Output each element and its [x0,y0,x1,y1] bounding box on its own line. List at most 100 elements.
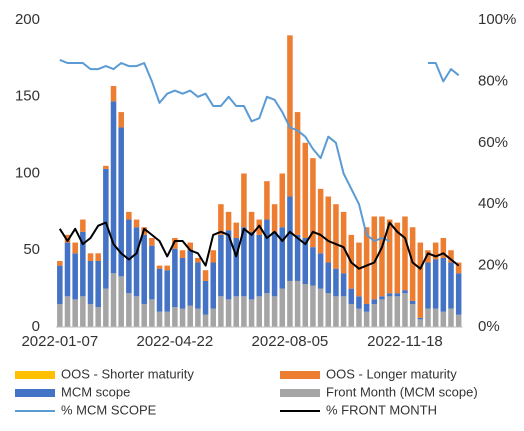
bar [340,273,347,297]
bar [294,280,301,327]
x-tick-label: 2022-04-22 [137,333,214,350]
bar [264,181,270,220]
line [59,58,460,242]
bar [402,293,408,327]
bar [455,262,462,274]
y2-tick-label: 100% [478,11,516,28]
bar [425,250,431,263]
bar [225,230,232,300]
bar [187,250,193,306]
legend-swatch [280,371,320,379]
bar [317,188,324,254]
legend-swatch [15,389,55,397]
bar [172,307,178,327]
bar [118,127,124,277]
bar [310,247,316,286]
bar [103,168,109,289]
bar [409,303,416,327]
bar [425,262,431,309]
bar [149,299,155,327]
bar [241,173,247,228]
bar [172,248,178,308]
bar [57,303,63,327]
y-tick-label: 50 [23,241,40,258]
bar [363,303,370,312]
bar [348,303,355,327]
bar [179,257,186,309]
bar [294,112,301,235]
bar [72,242,78,254]
bar [233,296,240,327]
bar [363,311,370,327]
bar [386,296,393,327]
bar [371,216,378,300]
bar [448,250,454,263]
bar [118,112,124,128]
bar [440,237,447,258]
bar [164,270,170,312]
bar [279,173,286,228]
bar [95,307,101,327]
y-tick-label: 150 [15,88,40,105]
bar [333,204,339,269]
bar [187,305,193,327]
bar [72,299,78,327]
bar [325,196,332,263]
bar [386,293,393,297]
bar [218,234,224,297]
bar [156,311,163,327]
bar [195,262,201,309]
bar [72,253,78,300]
bar [325,293,332,327]
bar [287,280,293,327]
legend-swatch [280,389,320,397]
bar [279,227,286,289]
bar [156,265,163,269]
bar [448,308,454,327]
bar [218,204,224,235]
bar [80,231,86,297]
bar [425,308,431,327]
y-tick-label: 0 [32,318,40,335]
bar [448,262,454,309]
bar [417,317,424,320]
bar [248,211,255,232]
bar [394,293,401,297]
bar [241,296,247,327]
bar [287,196,293,281]
bar [333,268,339,297]
bar [57,260,63,266]
bar [340,211,347,274]
bar [64,242,71,297]
bar [310,158,316,248]
bar [87,260,94,304]
bar [432,242,439,260]
bar [133,296,140,327]
x-tick-label: 2022-08-05 [252,333,329,350]
bar [394,222,401,294]
bar [126,211,132,220]
bar [417,242,424,318]
bar [348,288,355,304]
bar [210,262,216,309]
bar [110,273,117,327]
legend-label: MCM scope [61,384,130,399]
bar [379,296,385,300]
bar [87,253,94,261]
bar [264,293,270,327]
legend-swatch [15,371,55,379]
bar [409,300,416,304]
bar [264,219,270,294]
bar [371,299,378,304]
bar [440,257,447,312]
bar [133,219,140,228]
bar [179,250,186,258]
bar [126,219,132,294]
bar [133,227,140,297]
bar [271,204,278,232]
bar [172,237,178,249]
bar [149,237,155,246]
y2-tick-label: 20% [478,257,508,274]
bar [432,259,439,309]
